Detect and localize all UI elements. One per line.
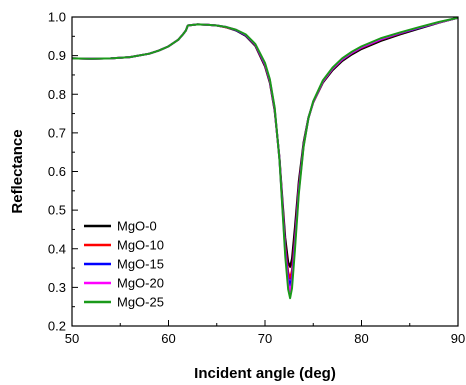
y-tick-label: 0.2 [48, 319, 66, 334]
series-line-mgo-25 [71, 16, 459, 300]
x-tick-label: 90 [451, 331, 465, 346]
legend-label: MgO-20 [117, 276, 164, 291]
y-tick-label: 0.6 [48, 164, 66, 179]
x-tick-label: 70 [258, 331, 272, 346]
x-tick-label: 80 [354, 331, 368, 346]
y-tick-label: 0.8 [48, 87, 66, 102]
y-tick-label: 0.9 [48, 48, 66, 63]
legend: MgO-0 MgO-10 MgO-15 MgO-20 MgO-25 [84, 219, 164, 310]
x-axis-title: Incident angle (deg) [194, 365, 336, 382]
y-axis-title: Reflectance [9, 129, 26, 213]
legend-label: MgO-15 [117, 257, 164, 272]
y-tick-label: 0.4 [48, 241, 66, 256]
x-tick-label: 60 [161, 331, 175, 346]
legend-label: MgO-0 [117, 219, 157, 234]
legend-label: MgO-10 [117, 238, 164, 253]
y-tick-label: 0.3 [48, 280, 66, 295]
plot-lines [71, 16, 459, 300]
y-tick-label: 0.7 [48, 125, 66, 140]
x-tick-label: 50 [65, 331, 79, 346]
legend-label: MgO-25 [117, 295, 164, 310]
axis-ticks: 50 60 70 80 90 0.2 0.3 0.4 0.5 0.6 0.7 0.8 0.9 1.0 [48, 10, 465, 347]
y-tick-label: 1.0 [48, 10, 66, 25]
y-tick-label: 0.5 [48, 203, 66, 218]
